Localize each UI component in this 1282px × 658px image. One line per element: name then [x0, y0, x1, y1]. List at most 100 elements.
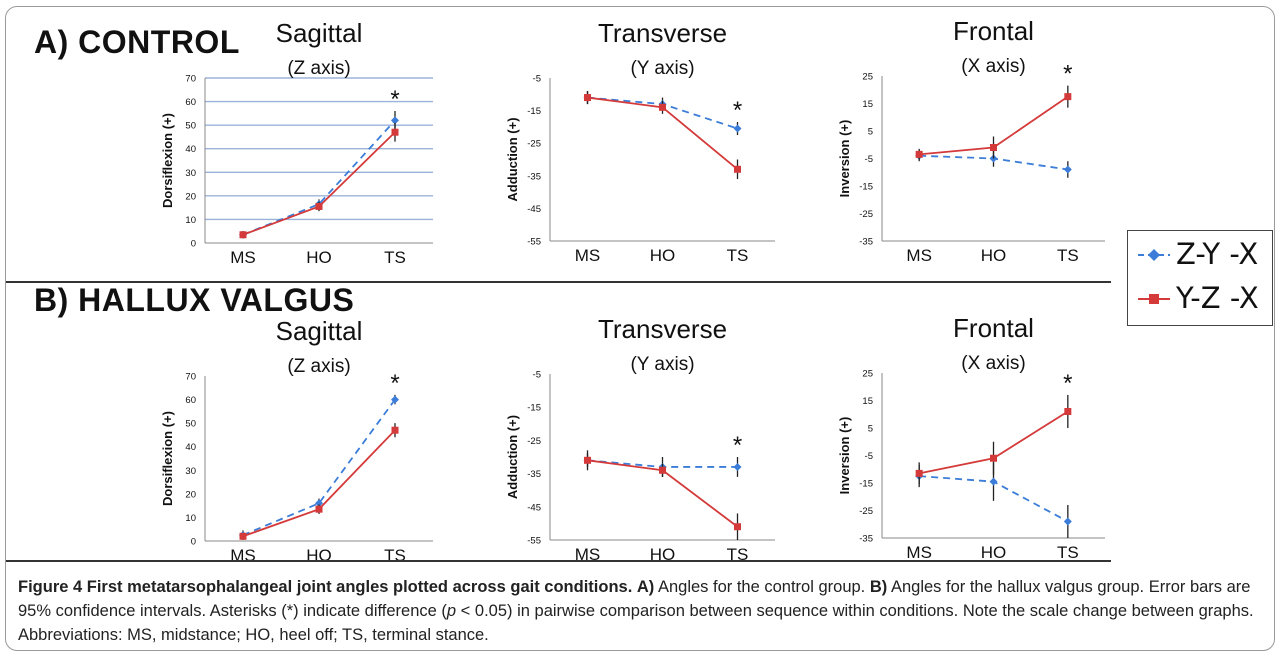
- y-tick-label: -35: [527, 469, 541, 480]
- x-tick-label: HO: [650, 545, 676, 564]
- chart-title: Frontal: [953, 313, 1034, 343]
- chart-title: Sagittal: [276, 316, 363, 346]
- data-point: [1064, 408, 1072, 415]
- x-tick-label: TS: [727, 545, 749, 564]
- series-line: [242, 119, 396, 236]
- data-point: [659, 103, 666, 111]
- chart-6: -35 -25 -15 -5 5 15 25 MS HO TS Inversion (+) Front…: [837, 313, 1105, 562]
- y-tick-label: 10: [185, 215, 196, 226]
- y-axis-label: Inversion (+): [837, 417, 852, 495]
- chart-5: -55 -45 -35 -25 -15 -5 MS HO TS Adduction (+) Tran…: [505, 314, 775, 564]
- y-tick-label: -55: [527, 536, 541, 547]
- data-point: [990, 144, 997, 151]
- data-point: [990, 454, 997, 462]
- y-tick-label: 25: [862, 369, 873, 380]
- y-tick-label: -5: [865, 451, 873, 462]
- legend-swatch-yzx: [1138, 294, 1170, 304]
- section-divider: [6, 281, 1111, 283]
- y-tick-label: 15: [862, 396, 873, 407]
- y-tick-label: 20: [185, 191, 196, 202]
- data-point: [989, 477, 998, 486]
- data-point: [659, 466, 666, 474]
- y-tick-label: -15: [527, 106, 541, 117]
- y-tick-label: -35: [859, 534, 873, 545]
- y-tick-label: 40: [185, 144, 196, 155]
- data-point: [391, 128, 399, 136]
- y-tick-label: 10: [185, 513, 196, 524]
- data-point: [733, 462, 742, 471]
- section-label-control: A) CONTROL: [34, 24, 240, 60]
- y-tick-label: -15: [859, 182, 873, 193]
- data-point: [1063, 165, 1072, 174]
- chart-subtitle: (Y axis): [630, 58, 694, 79]
- y-tick-label: -55: [527, 237, 541, 248]
- caption-p-text: < 0.05) in pairwise comparison between s…: [18, 602, 1254, 644]
- y-tick-label: 50: [185, 121, 196, 132]
- chart-2: -55 -45 -35 -25 -15 -5 MS HO TS Adduction (+) Tran…: [505, 18, 775, 265]
- chart-title: Transverse: [598, 18, 727, 48]
- y-tick-label: -45: [527, 502, 541, 513]
- data-point: [584, 456, 591, 464]
- chart-subtitle: (Z axis): [287, 356, 350, 377]
- y-tick-label: -5: [533, 370, 541, 381]
- y-tick-label: 5: [868, 424, 873, 435]
- y-axis-label: Adduction (+): [505, 117, 520, 201]
- y-tick-label: -25: [527, 436, 541, 447]
- x-tick-label: HO: [981, 246, 1007, 265]
- y-tick-label: -25: [859, 209, 873, 220]
- significance-asterisk: *: [390, 370, 399, 397]
- significance-asterisk: *: [733, 97, 742, 124]
- figure-frame: [5, 6, 1275, 651]
- series-line: [242, 429, 396, 538]
- y-tick-label: -15: [859, 479, 873, 490]
- data-point: [391, 116, 399, 125]
- data-point: [315, 505, 323, 513]
- x-tick-label: MS: [230, 546, 256, 565]
- chart-title: Frontal: [953, 16, 1034, 46]
- chart-3: -35 -25 -15 -5 5 15 25 MS HO TS Inversion (+) Front…: [837, 16, 1105, 265]
- data-point: [315, 202, 323, 210]
- data-point: [584, 94, 591, 102]
- chart-subtitle: (Z axis): [287, 58, 350, 79]
- x-tick-label: TS: [1057, 246, 1079, 265]
- legend-item-zyx: Z-Y -X: [1136, 235, 1272, 275]
- chart-subtitle: (Y axis): [630, 354, 694, 375]
- x-tick-label: MS: [230, 248, 256, 267]
- caption-a-text: Angles for the control group.: [654, 578, 870, 596]
- x-tick-label: HO: [306, 248, 332, 267]
- y-tick-label: 20: [185, 489, 196, 500]
- legend-label-yzx: Y-Z -X: [1176, 281, 1259, 315]
- y-tick-label: -25: [527, 139, 541, 150]
- y-tick-label: -35: [859, 237, 873, 248]
- y-tick-label: 25: [862, 72, 873, 83]
- caption-p-symbol: p: [446, 602, 457, 620]
- chart-title: Sagittal: [276, 18, 363, 48]
- y-tick-label: -25: [859, 506, 873, 517]
- chart-title: Transverse: [598, 314, 727, 344]
- chart-4: 0 10 20 30 40 50 60 70 MS HO TS Dorsiflexion (+) Sag…: [160, 316, 433, 565]
- figure-caption: Figure 4 First metatarsophalangeal joint…: [18, 575, 1268, 647]
- y-tick-label: 0: [191, 239, 196, 250]
- x-tick-label: HO: [306, 546, 332, 565]
- y-tick-label: 30: [185, 168, 196, 179]
- y-axis-label: Dorsiflexion (+): [160, 411, 175, 506]
- legend-label-zyx: Z-Y -X: [1176, 237, 1259, 271]
- y-tick-label: -35: [527, 171, 541, 182]
- significance-asterisk: *: [390, 86, 399, 113]
- legend-swatch-zyx: [1138, 249, 1170, 261]
- y-axis-label: Inversion (+): [837, 120, 852, 198]
- data-point: [733, 124, 742, 133]
- chart-subtitle: (X axis): [961, 56, 1025, 77]
- x-tick-label: TS: [1057, 543, 1079, 562]
- y-tick-label: 70: [185, 74, 196, 85]
- chart-1: 0 10 20 30 40 50 60 70 MS HO TS Dorsiflexion (+) Sag…: [160, 18, 433, 267]
- x-tick-label: MS: [575, 246, 601, 265]
- y-axis-label: Adduction (+): [505, 415, 520, 499]
- x-tick-label: MS: [575, 545, 601, 564]
- y-tick-label: 15: [862, 99, 873, 110]
- significance-asterisk: *: [1063, 370, 1072, 397]
- y-tick-label: 40: [185, 442, 196, 453]
- y-axis-label: Dorsiflexion (+): [160, 113, 175, 208]
- x-tick-label: HO: [981, 543, 1007, 562]
